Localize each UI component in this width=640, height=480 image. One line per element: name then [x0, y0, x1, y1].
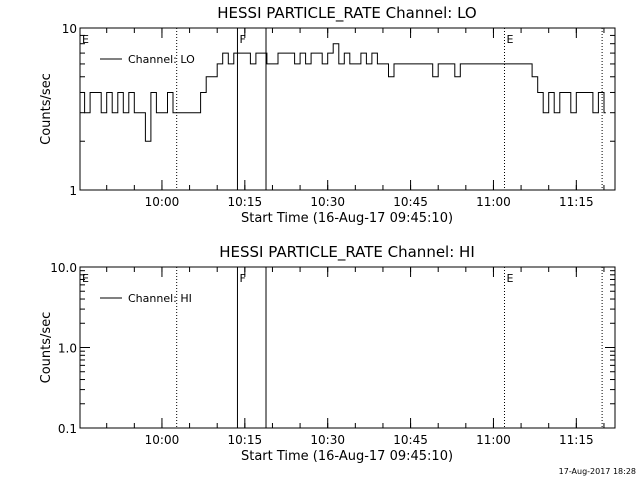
panel2-x-tick-label: 10:00 [145, 433, 180, 447]
plot-timestamp: 17-Aug-2017 18:28 [559, 467, 636, 476]
panel1-series-line-lo [80, 43, 606, 142]
panel2-y-tick-label: 1.0 [58, 342, 77, 356]
panel1-y-tick-label: 10 [62, 22, 77, 36]
panel2-y-tick-label: 10.0 [50, 261, 77, 275]
panel1-plot-frame [79, 27, 616, 191]
panel1-marker-label: F [239, 33, 245, 46]
panel1-legend-label: Channel: LO [128, 53, 195, 66]
panel1-y-axis-label: Counts/sec [39, 73, 54, 145]
panel1-x-axis-label: Start Time (16-Aug-17 09:45:10) [241, 211, 453, 226]
panel1-x-tick-label: 10:00 [145, 195, 180, 209]
panel2-marker-label: E [507, 272, 514, 285]
panel2-x-tick-label: 11:00 [476, 433, 511, 447]
panel2-x-tick-label: 10:45 [393, 433, 428, 447]
panel2-x-tick-label: 10:15 [228, 433, 263, 447]
panel2-x-axis-label: Start Time (16-Aug-17 09:45:10) [241, 449, 453, 464]
panel2-marker-label: E [82, 272, 89, 285]
panel2-marker-label: F [239, 272, 245, 285]
panel2-legend-label: Channel: HI [128, 292, 192, 305]
panel1-x-tick-label: 10:45 [393, 195, 428, 209]
panel1-x-tick-label: 11:15 [559, 195, 594, 209]
panel2-chart-title: HESSI PARTICLE_RATE Channel: HI [219, 243, 475, 262]
panel1-marker-label: E [507, 33, 514, 46]
panel2-x-tick-label: 11:15 [559, 433, 594, 447]
panel1-x-tick-label: 10:15 [228, 195, 263, 209]
panel1-marker-label: E [82, 33, 89, 46]
panel1-chart-title: HESSI PARTICLE_RATE Channel: LO [217, 4, 476, 23]
panel1-x-tick-label: 11:00 [476, 195, 511, 209]
panel1-x-tick-label: 10:30 [310, 195, 345, 209]
panel2-x-tick-label: 10:30 [310, 433, 345, 447]
panel1-y-tick-label: 1 [69, 184, 77, 198]
panel2-y-axis-label: Counts/sec [39, 312, 54, 384]
panel2-y-tick-label: 0.1 [58, 422, 77, 436]
